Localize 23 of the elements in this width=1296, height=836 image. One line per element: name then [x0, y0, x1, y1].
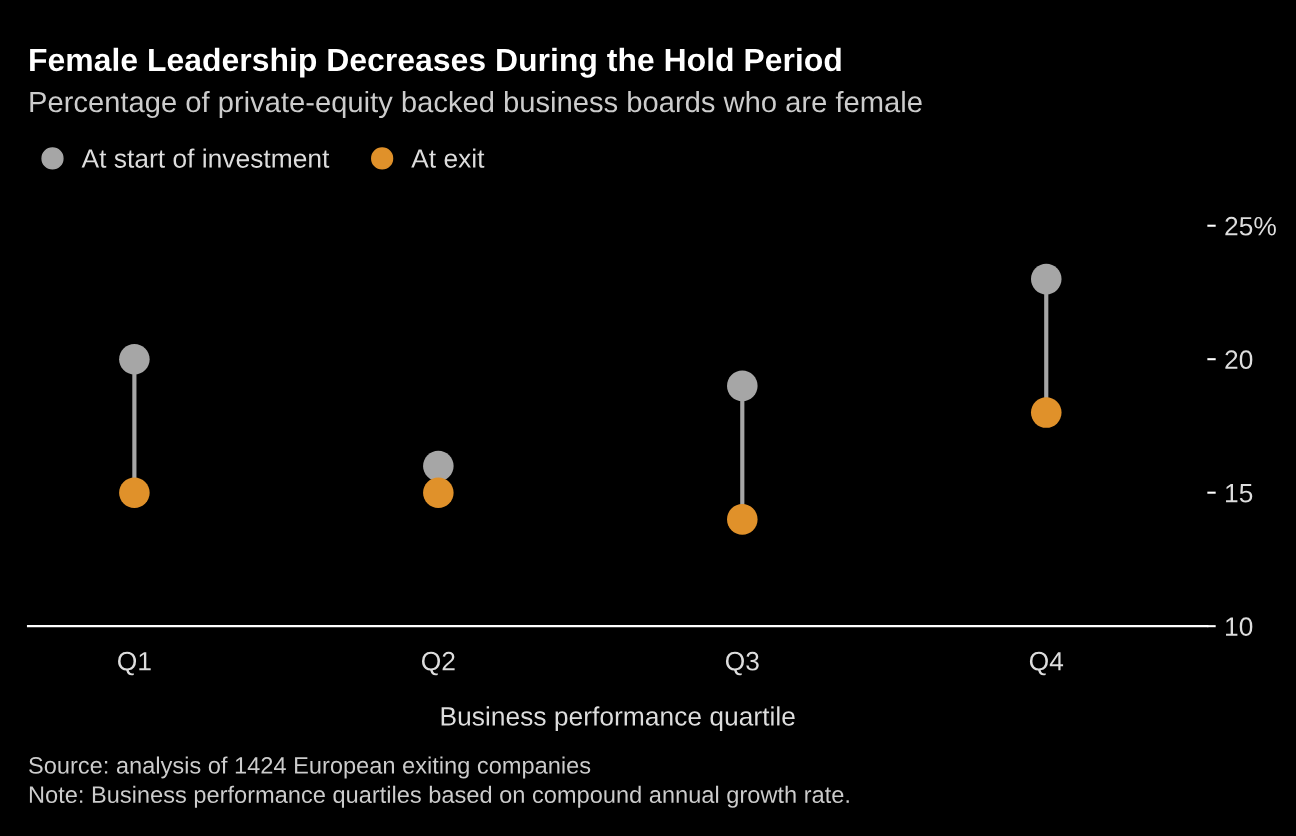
- x-tick-label: Q4: [1029, 651, 1064, 676]
- source-note: Source: analysis of 1424 European exiting companies: [29, 756, 591, 779]
- chart-subtitle: Percentage of private-equity backed business boards who are female: [30, 90, 922, 119]
- point: [1030, 397, 1062, 428]
- point: [423, 450, 454, 482]
- legend-label: At start of investment: [81, 148, 330, 168]
- y-tick-label: 25%: [1225, 216, 1276, 236]
- x-tick-label: Q3: [725, 651, 759, 676]
- point: [727, 370, 758, 402]
- text: Note: Business performance quartiles based on compound annual growth rate.: [29, 785, 849, 808]
- legend-label: At exit: [411, 148, 485, 168]
- point: [727, 504, 758, 535]
- y-tick-label: 15: [1226, 484, 1253, 503]
- x-tick-label: Q1: [118, 651, 151, 676]
- y-tick-label: 10: [1226, 617, 1253, 636]
- x-tick-label: Q2: [421, 651, 455, 676]
- point: [1030, 263, 1062, 295]
- point: [119, 477, 150, 508]
- x-axis-title: Business performance quartile: [441, 706, 795, 731]
- point: [423, 477, 454, 508]
- chart-title: Female Leadership Decreases During the Hold Period: [30, 47, 841, 78]
- y-tick-label: 20: [1225, 350, 1253, 370]
- point: [119, 343, 150, 375]
